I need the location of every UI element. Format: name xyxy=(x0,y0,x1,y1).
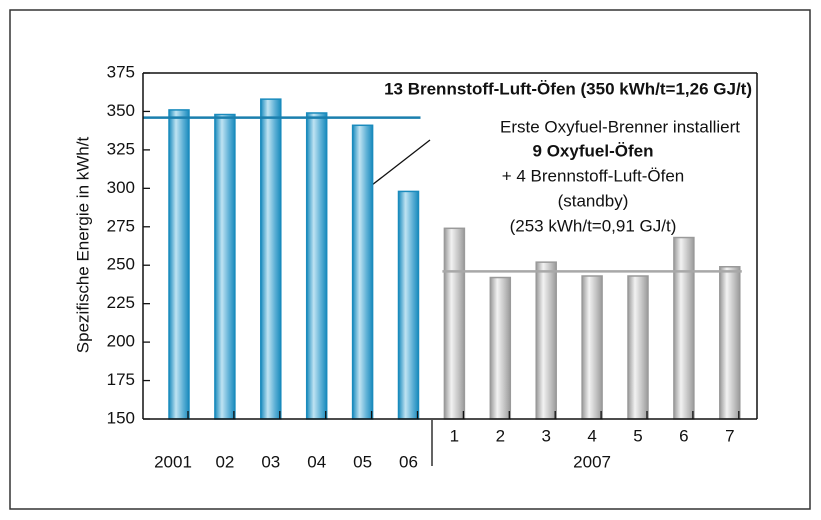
bar xyxy=(214,113,236,420)
y-tick-label: 325 xyxy=(107,139,135,158)
bar xyxy=(489,276,512,420)
annotation: Erste Oxyfuel-Brenner installiert xyxy=(500,117,740,136)
group-label: 2007 xyxy=(573,452,611,471)
annotation: + 4 Brennstoff-Luft-Öfen xyxy=(502,166,685,185)
y-tick-label: 225 xyxy=(107,293,135,312)
y-tick-label: 250 xyxy=(107,255,135,274)
y-tick-label: 375 xyxy=(107,62,135,81)
x-tick-label: 1 xyxy=(450,426,459,445)
y-tick-label: 200 xyxy=(107,332,135,351)
bar xyxy=(535,261,557,420)
x-tick-label: 2001 xyxy=(154,452,192,471)
y-tick-label: 175 xyxy=(107,370,135,389)
bar xyxy=(397,190,420,420)
x-tick-label: 03 xyxy=(261,452,280,471)
x-tick-label: 4 xyxy=(587,426,596,445)
annotation: (standby) xyxy=(558,191,629,210)
y-axis-label: Spezifische Energie in kWh/t xyxy=(73,137,92,354)
bar xyxy=(581,275,603,420)
bar xyxy=(627,275,649,420)
bar xyxy=(351,124,374,420)
y-tick-label: 350 xyxy=(107,101,135,120)
annotation: 13 Brennstoff-Luft-Öfen (350 kWh/t=1,26 … xyxy=(384,79,752,98)
y-tick-label: 300 xyxy=(107,178,135,197)
y-tick-label: 275 xyxy=(107,216,135,235)
x-tick-label: 05 xyxy=(353,452,372,471)
x-tick-label: 02 xyxy=(215,452,234,471)
bar xyxy=(443,227,466,420)
x-tick-label: 6 xyxy=(679,426,688,445)
x-tick-label: 2 xyxy=(496,426,505,445)
x-tick-label: 7 xyxy=(725,426,734,445)
x-tick-label: 5 xyxy=(633,426,642,445)
bar xyxy=(260,98,282,420)
x-tick-label: 04 xyxy=(307,452,326,471)
annotation: 9 Oxyfuel-Öfen xyxy=(533,141,654,160)
bar xyxy=(673,236,695,420)
x-tick-label: 06 xyxy=(399,452,418,471)
annotation: (253 kWh/t=0,91 GJ/t) xyxy=(510,216,677,235)
y-tick-label: 150 xyxy=(107,408,135,427)
x-tick-label: 3 xyxy=(541,426,550,445)
leader-line xyxy=(371,139,431,186)
bar xyxy=(719,266,741,420)
frame xyxy=(9,9,811,510)
bar xyxy=(168,109,190,420)
bar xyxy=(305,112,328,420)
